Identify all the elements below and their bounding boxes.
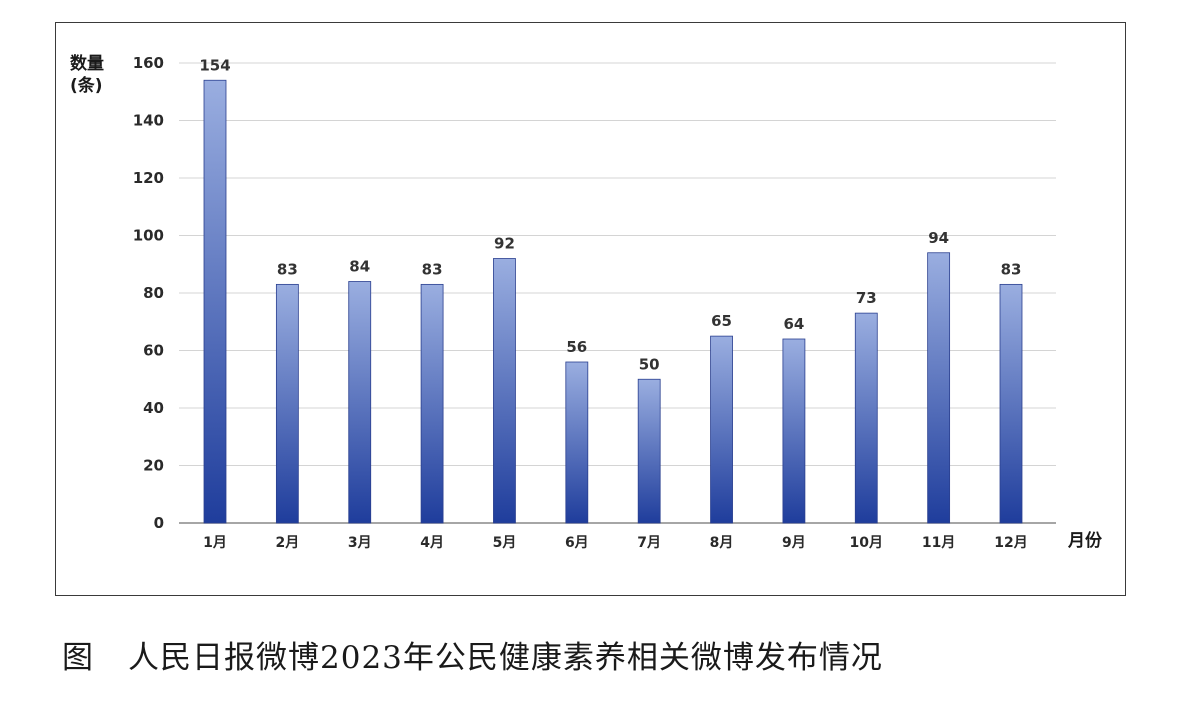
data-label: 84 bbox=[349, 258, 370, 276]
bar-9月 bbox=[782, 338, 806, 524]
data-label: 83 bbox=[277, 260, 298, 278]
bar-6月 bbox=[565, 361, 589, 524]
y-tick-label: 160 bbox=[133, 54, 164, 72]
bar-4月 bbox=[420, 283, 444, 524]
data-label: 92 bbox=[494, 235, 515, 253]
x-tick-label: 5月 bbox=[493, 535, 517, 551]
bar-8月 bbox=[710, 335, 733, 524]
y-tick-label: 140 bbox=[133, 112, 164, 130]
figure-label: 图 bbox=[62, 640, 94, 676]
y-tick-label: 120 bbox=[133, 169, 164, 187]
y-axis-title-line1: 数量 bbox=[70, 53, 104, 74]
chart-frame: 0 20 40 60 80 100 120 140 160 154 1月 83 2月 84 3月 83 4月 9… bbox=[55, 22, 1126, 596]
bar-10月 bbox=[854, 312, 878, 524]
x-tick-label: 6月 bbox=[565, 535, 589, 551]
data-label: 154 bbox=[199, 56, 230, 74]
figure-caption: 图人民日报微博2023年公民健康素养相关微博发布情况 bbox=[62, 632, 883, 677]
data-label: 56 bbox=[566, 338, 587, 356]
bar-1月 bbox=[203, 79, 227, 524]
bar-2月 bbox=[275, 283, 299, 524]
x-tick-label: 9月 bbox=[782, 535, 806, 551]
y-tick-label: 40 bbox=[143, 399, 164, 417]
x-axis-title: 月份 bbox=[1067, 530, 1103, 551]
data-label: 83 bbox=[422, 260, 443, 278]
bar-7月 bbox=[637, 378, 661, 524]
y-tick-label: 100 bbox=[133, 227, 164, 245]
bar-5月 bbox=[493, 258, 516, 524]
bar-12月 bbox=[999, 283, 1023, 524]
data-label: 73 bbox=[856, 289, 877, 307]
x-tick-label: 2月 bbox=[275, 535, 299, 551]
x-tick-label: 8月 bbox=[710, 535, 734, 551]
x-tick-label: 10月 bbox=[850, 535, 883, 551]
x-tick-label: 11月 bbox=[922, 535, 955, 551]
x-tick-label: 1月 bbox=[203, 535, 227, 551]
data-label: 64 bbox=[783, 315, 804, 333]
bar-chart: 0 20 40 60 80 100 120 140 160 154 1月 83 2月 84 3月 83 4月 9… bbox=[70, 53, 1103, 551]
y-tick-label: 20 bbox=[143, 457, 164, 475]
data-label: 50 bbox=[639, 355, 660, 373]
y-axis-title-line2: (条) bbox=[70, 75, 103, 96]
y-tick-label: 80 bbox=[143, 284, 164, 302]
bar-3月 bbox=[348, 281, 372, 524]
x-tick-label: 12月 bbox=[994, 535, 1027, 551]
x-tick-label: 7月 bbox=[637, 535, 661, 551]
y-tick-label: 60 bbox=[143, 342, 164, 360]
data-label: 65 bbox=[711, 312, 732, 330]
caption-text: 人民日报微博2023年公民健康素养相关微博发布情况 bbox=[128, 640, 883, 676]
x-tick-label: 4月 bbox=[420, 535, 444, 551]
data-label: 94 bbox=[928, 229, 949, 247]
data-label: 83 bbox=[1001, 260, 1022, 278]
bar-11月 bbox=[927, 252, 951, 524]
y-tick-label: 0 bbox=[154, 514, 164, 532]
x-tick-label: 3月 bbox=[348, 535, 372, 551]
